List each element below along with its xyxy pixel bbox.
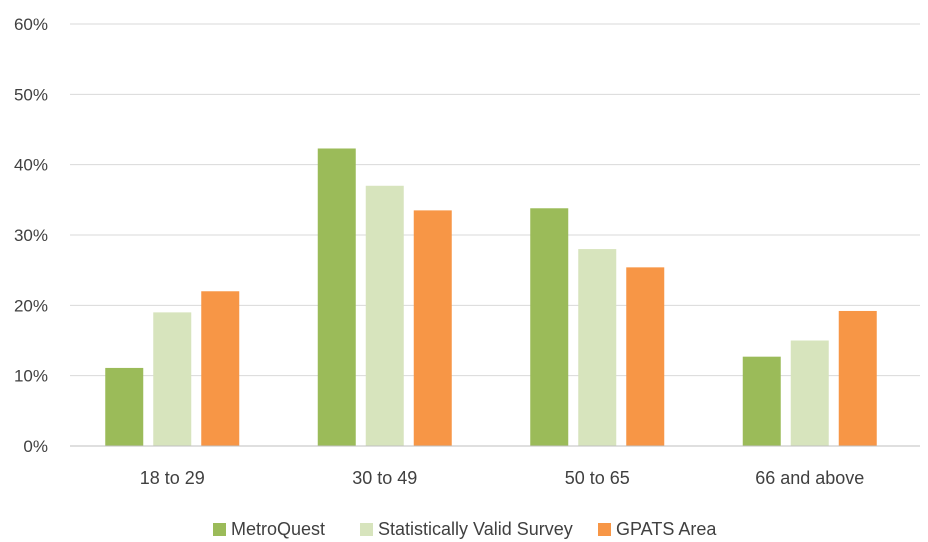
bar-gpats-area-4 bbox=[838, 310, 877, 446]
bar-statistically-valid-survey-2 bbox=[365, 185, 404, 446]
x-axis-category-labels: 18 to 29 30 to 49 50 to 65 66 and above bbox=[140, 468, 865, 488]
gridlines bbox=[70, 23, 920, 377]
bar-statistically-valid-survey-1 bbox=[153, 312, 192, 446]
legend-swatch bbox=[598, 523, 611, 536]
bar-metroquest-2 bbox=[317, 148, 356, 447]
x-category-label: 18 to 29 bbox=[140, 468, 205, 488]
x-category-label: 50 to 65 bbox=[565, 468, 630, 488]
bar-metroquest-3 bbox=[530, 208, 569, 446]
legend-swatch bbox=[213, 523, 226, 536]
y-tick-label: 10% bbox=[14, 367, 48, 386]
bar-statistically-valid-survey-4 bbox=[790, 340, 829, 446]
bars bbox=[105, 148, 877, 447]
bar-metroquest-1 bbox=[105, 367, 144, 446]
x-category-label: 30 to 49 bbox=[352, 468, 417, 488]
legend-label: GPATS Area bbox=[616, 519, 717, 539]
legend-item: MetroQuest bbox=[213, 519, 325, 539]
bar-metroquest-4 bbox=[742, 356, 781, 446]
bar-statistically-valid-survey-3 bbox=[578, 249, 617, 446]
y-tick-label: 60% bbox=[14, 15, 48, 34]
legend-item: GPATS Area bbox=[598, 519, 717, 539]
y-tick-label: 40% bbox=[14, 156, 48, 175]
x-category-label: 66 and above bbox=[755, 468, 864, 488]
bar-gpats-area-3 bbox=[626, 267, 665, 446]
legend-label: MetroQuest bbox=[231, 519, 325, 539]
bar-gpats-area-1 bbox=[201, 291, 240, 446]
legend-label: Statistically Valid Survey bbox=[378, 519, 573, 539]
y-tick-label: 30% bbox=[14, 226, 48, 245]
y-tick-label: 20% bbox=[14, 296, 48, 315]
legend-swatch bbox=[360, 523, 373, 536]
y-axis-tick-labels: 0% 10% 20% 30% 40% 50% 60% bbox=[14, 15, 48, 456]
bar-gpats-area-2 bbox=[413, 210, 452, 446]
legend: MetroQuest Statistically Valid Survey GPAT… bbox=[213, 519, 717, 539]
y-tick-label: 50% bbox=[14, 85, 48, 104]
legend-item: Statistically Valid Survey bbox=[360, 519, 573, 539]
y-tick-label: 0% bbox=[23, 437, 48, 456]
